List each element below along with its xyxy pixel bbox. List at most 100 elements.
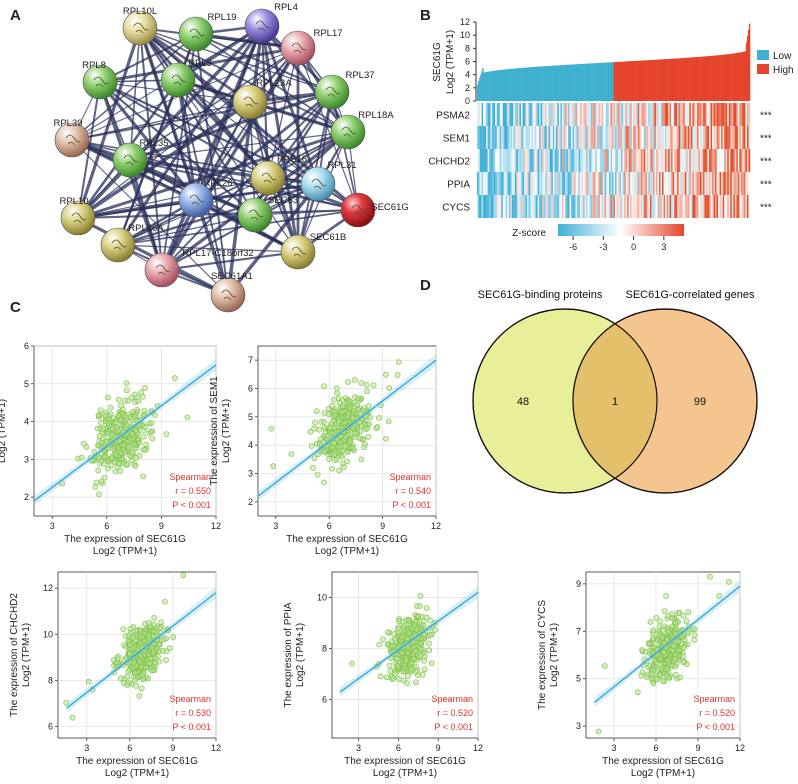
heatmap-cell (484, 149, 487, 172)
expression-bar (591, 63, 593, 101)
heatmap-cell (648, 172, 651, 195)
heatmap-cell (640, 103, 643, 126)
heatmap-cell (514, 149, 517, 172)
heatmap-cell (725, 126, 728, 149)
network-edge (267, 91, 333, 179)
heatmap-cell (642, 149, 645, 172)
heatmap-cell (715, 103, 717, 126)
expression-bar (563, 65, 565, 101)
heatmap-cell (593, 195, 596, 218)
heatmap-cell (537, 149, 540, 172)
heatmap-cell (622, 126, 625, 149)
scatter-point (109, 426, 116, 432)
heatmap-cell (502, 149, 505, 172)
scatter-point (123, 387, 130, 394)
heatmap-cell (633, 195, 635, 218)
y-tick-label: 12 (43, 583, 53, 593)
heatmap-cell (517, 149, 520, 172)
expression-bar (543, 66, 545, 101)
heatmap-cell (696, 149, 699, 172)
heatmap-cell (739, 149, 742, 172)
heatmap-cell (583, 103, 585, 126)
heatmap-cell (508, 149, 511, 172)
heatmap-cell (693, 195, 696, 218)
heatmap-cell (542, 103, 544, 126)
heatmap-cell (505, 195, 508, 218)
heatmap-cell (677, 195, 679, 218)
heatmap-cell (558, 195, 561, 218)
heatmap-cell (599, 149, 602, 172)
heatmap-cell (699, 103, 702, 126)
heatmap-cell (610, 172, 613, 195)
heatmap-cell (690, 149, 693, 172)
heatmap-cell (675, 126, 678, 149)
heatmap-cell (495, 126, 497, 149)
heatmap-cell (602, 103, 605, 126)
heatmap-cell (681, 149, 684, 172)
network-node-sphere (210, 277, 246, 313)
network-node-rpl26: RPL26 (178, 178, 233, 218)
stat-r-value: r = 0.520 (699, 708, 735, 718)
heatmap-cell (563, 103, 566, 126)
expression-bar (577, 64, 580, 101)
x-tick-label: 9 (695, 743, 700, 753)
scatter-point (338, 409, 345, 415)
expression-bar (747, 30, 750, 101)
heatmap-cell (527, 195, 529, 218)
protein-structure-icon (155, 264, 171, 276)
scatter-point (100, 426, 106, 433)
expression-bar (638, 60, 641, 101)
scatter-point (133, 454, 139, 461)
scatter-point (324, 436, 330, 442)
heatmap-cell (489, 172, 491, 195)
heatmap-cell (721, 126, 723, 149)
scatter-point (716, 592, 722, 599)
heatmap-cell (678, 103, 681, 126)
heatmap-cell (628, 172, 631, 195)
scatter-point (344, 449, 351, 456)
scatter-point (417, 592, 424, 599)
bar-tick-label: 8 (465, 43, 470, 53)
heatmap-cell (599, 126, 602, 149)
expression-bar (696, 57, 698, 101)
expression-bar (504, 69, 506, 101)
heatmap-cell (490, 126, 493, 149)
expression-bar (506, 69, 508, 101)
heatmap-cell (605, 172, 608, 195)
network-node-sphere (237, 197, 273, 233)
scatter-point (129, 634, 136, 641)
heatmap-cell (722, 149, 725, 172)
expression-bar (672, 58, 674, 101)
heatmap-cell (660, 172, 663, 195)
expression-bar (617, 61, 620, 101)
scatter-point (336, 399, 343, 406)
heatmap-cell (736, 103, 739, 126)
expression-bar (597, 63, 600, 101)
network-node-label: RPL17 (313, 28, 342, 39)
heatmap-cell (671, 103, 673, 126)
legend-low-label: Low (773, 51, 792, 62)
heatmap-cell (587, 195, 590, 218)
network-node-sec61g: SEC61G (340, 192, 409, 228)
heatmap-cell (484, 126, 487, 149)
scatter-point (133, 683, 140, 689)
network-edge (71, 139, 229, 296)
heatmap-cell (477, 195, 479, 218)
heatmap-cell (746, 172, 749, 195)
heatmap-cell (622, 149, 625, 172)
significance-mark: *** (760, 134, 772, 145)
heatmap-cell (493, 126, 496, 149)
heatmap-cell (568, 195, 570, 218)
expression-bar (538, 66, 541, 101)
heatmap-cell (709, 126, 711, 149)
expression-bar (676, 58, 678, 101)
heatmap-cell (636, 172, 638, 195)
scatter-point (161, 636, 167, 643)
heatmap-row-psma2 (477, 103, 751, 126)
heatmap-cell (687, 195, 690, 218)
scatter-point (377, 673, 384, 680)
heatmap-cell (633, 172, 635, 195)
heatmap-cell (695, 126, 698, 149)
heatmap-cell (642, 195, 645, 218)
